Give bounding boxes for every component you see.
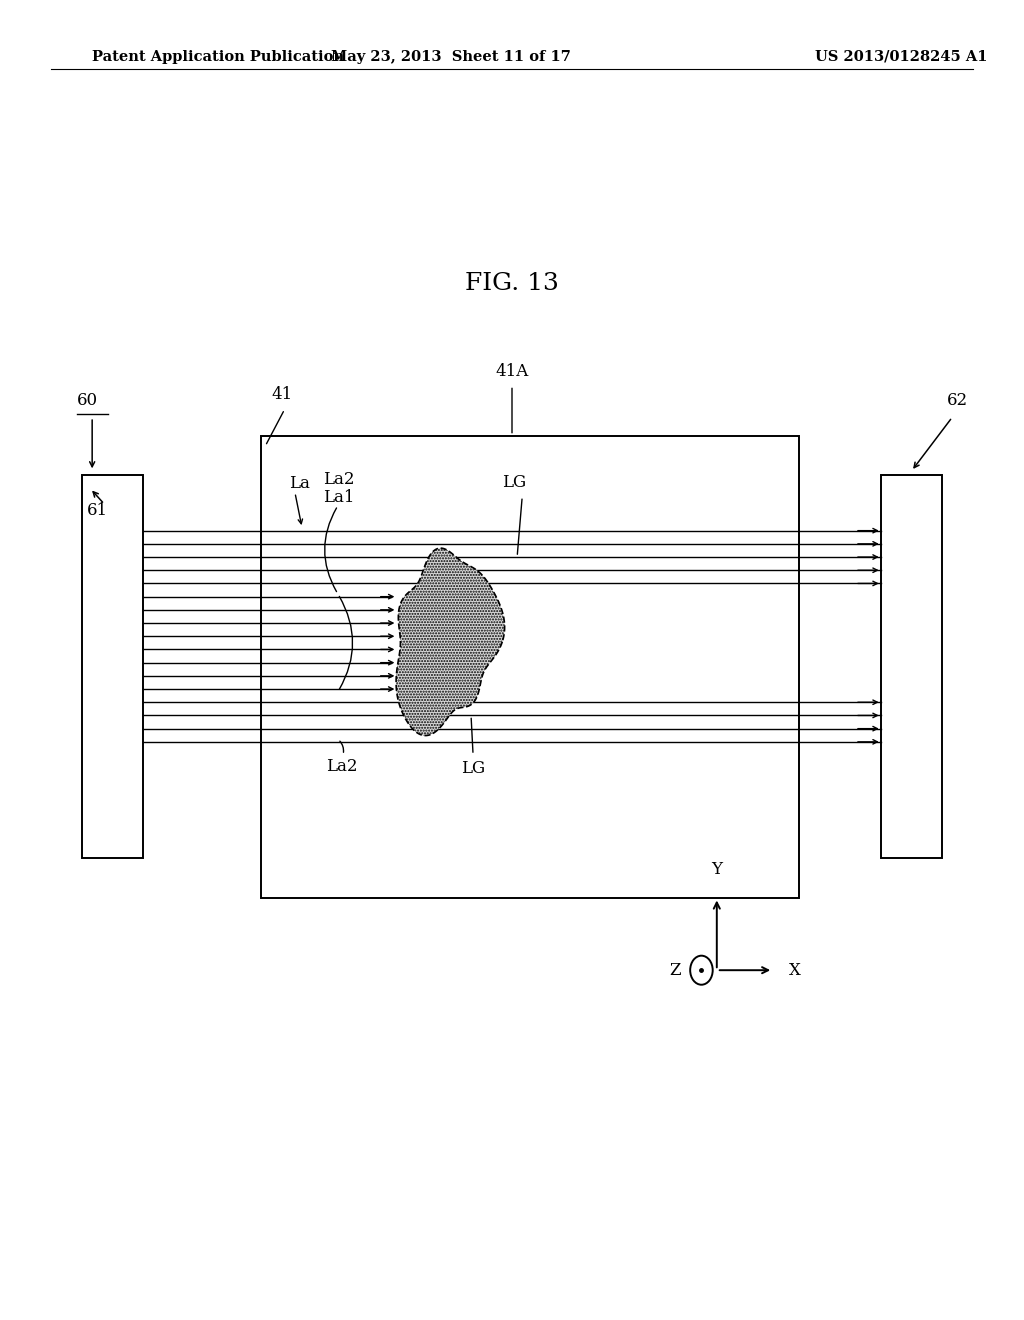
Text: 41: 41 xyxy=(271,385,293,403)
Text: La2: La2 xyxy=(323,471,354,488)
Text: La1: La1 xyxy=(323,488,354,506)
Text: La: La xyxy=(289,475,309,492)
Text: LG: LG xyxy=(502,474,526,491)
Text: X: X xyxy=(788,962,801,978)
Text: FIG. 13: FIG. 13 xyxy=(465,272,559,296)
Bar xyxy=(261,436,799,898)
Text: 60: 60 xyxy=(77,392,98,409)
Text: Z: Z xyxy=(670,962,681,978)
Text: Patent Application Publication: Patent Application Publication xyxy=(92,50,344,63)
Text: 41A: 41A xyxy=(496,363,528,380)
Text: US 2013/0128245 A1: US 2013/0128245 A1 xyxy=(815,50,987,63)
Text: 62: 62 xyxy=(947,392,969,409)
Text: LG: LG xyxy=(461,760,485,777)
Text: 61: 61 xyxy=(87,502,109,519)
Polygon shape xyxy=(396,548,505,735)
Text: May 23, 2013  Sheet 11 of 17: May 23, 2013 Sheet 11 of 17 xyxy=(331,50,570,63)
Bar xyxy=(82,475,143,858)
Bar xyxy=(881,475,942,858)
Text: Y: Y xyxy=(712,861,722,878)
Text: La2: La2 xyxy=(326,758,357,775)
